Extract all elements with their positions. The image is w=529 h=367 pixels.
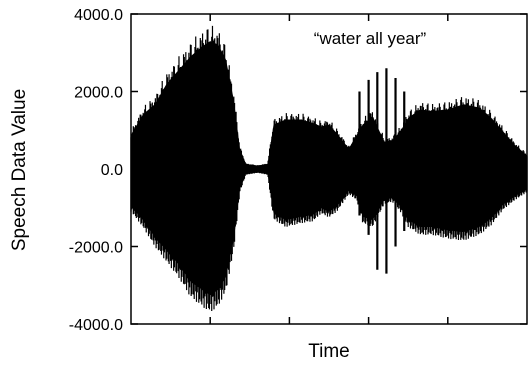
y-tick-label: 2000.0 [74,85,123,102]
y-tick-label: 4000.0 [74,7,123,24]
plot-area [131,14,527,324]
y-tick-label: 0.0 [101,162,123,179]
y-tick-label: -4000.0 [69,317,123,334]
waveform-annotation: “water all year” [314,29,427,48]
x-axis-title: Time [308,341,350,362]
y-tick-label: -2000.0 [69,240,123,257]
y-tick-label-layer: 4000.0 2000.0 0.0 -2000.0 -4000.0 [69,7,123,334]
y-axis-title: Speech Data Value [9,89,30,251]
